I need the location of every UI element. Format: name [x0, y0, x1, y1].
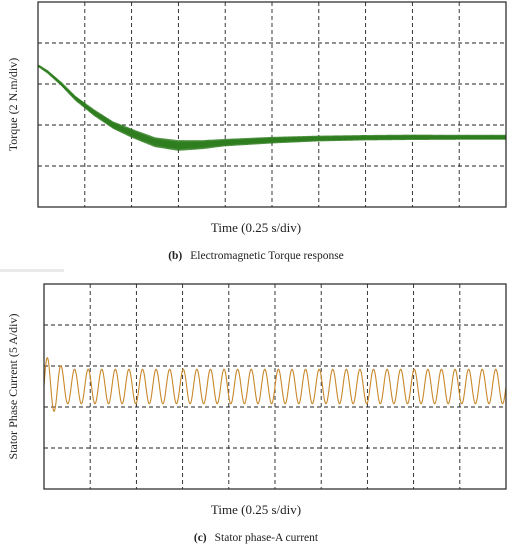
current-x-axis-label: Time (0.25 s/div)	[210, 502, 302, 517]
scan-artifact	[0, 269, 64, 272]
current-caption-text: Stator phase-A current	[214, 532, 319, 544]
torque-y-axis-label: Torque (2 N.m/div)	[6, 58, 20, 151]
current-plot-frame	[43, 283, 507, 490]
current-caption: (c) Stator phase-A current	[0, 532, 512, 544]
torque-trace	[37, 64, 507, 151]
torque-caption: (b) Electromagnetic Torque response	[0, 250, 512, 262]
torque-chart: Torque (2 N.m/div)	[6, 1, 507, 208]
current-grid	[44, 284, 506, 489]
torque-grid	[38, 2, 506, 207]
torque-plot-frame	[37, 1, 507, 208]
torque-x-axis-label: Time (0.25 s/div)	[210, 220, 302, 235]
current-y-axis-label: Stator Phase Current (5 A/div)	[6, 314, 20, 460]
torque-caption-tag: (b)	[168, 250, 183, 262]
current-trace	[43, 357, 507, 412]
torque-caption-text: Electromagnetic Torque response	[190, 250, 344, 262]
current-caption-tag: (c)	[193, 532, 207, 544]
